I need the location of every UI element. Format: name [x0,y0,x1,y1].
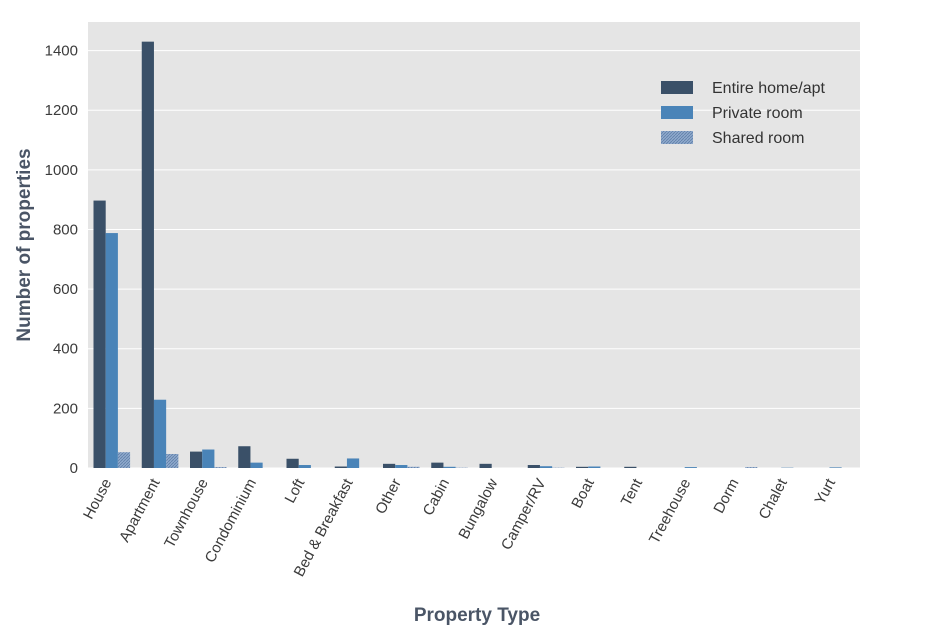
legend: Entire home/apt Private room Shared room [661,80,826,147]
bar-entire-home-apt-camper-rv [527,465,540,468]
bar-private-room-townhouse [202,449,215,468]
bar-private-room-other [395,465,408,468]
bar-entire-home-apt-cabin [431,462,444,468]
legend-label: Shared room [712,130,805,147]
y-tick-label: 0 [70,460,78,477]
legend-swatch [661,131,693,144]
x-axis-title: Property Type [414,605,540,626]
legend-swatch [661,106,693,119]
x-tick-label: Condominium [202,476,260,566]
bar-entire-home-apt-loft [286,458,299,468]
x-tick-label: Other [372,476,405,517]
y-tick-label: 800 [53,221,78,238]
x-tick-label: Dorm [710,476,742,516]
bar-shared-room-townhouse [214,467,227,468]
x-tick-label: Camper/RV [498,476,550,553]
bar-entire-home-apt-tent [624,466,637,468]
x-tick-label: House [80,476,115,522]
y-tick-label: 400 [53,341,78,358]
bar-private-room-house [105,233,118,468]
x-tick-label: Loft [282,475,309,506]
bar-private-room-camper-rv [539,466,553,468]
bar-private-room-cabin [443,466,456,468]
bar-entire-home-apt-bed-breakfast [334,466,347,468]
x-tick-label: Tent [618,475,647,509]
bar-entire-home-apt-condominium [238,446,251,468]
bar-private-room-yurt [829,467,842,468]
x-tick-label: Treehouse [646,476,694,547]
bar-entire-home-apt-apartment [141,41,154,469]
y-tick-label: 200 [53,400,78,417]
bar-shared-room-other [407,466,420,468]
y-axis-ticks: 0 200 400 600 800 1000 1200 1400 [45,43,78,477]
bar-entire-home-apt-house [93,200,106,468]
x-tick-label: Bungalow [455,476,501,542]
x-tick-label: Chalet [755,475,791,522]
y-tick-label: 1000 [45,162,78,179]
bar-private-room-bed-breakfast [346,458,360,468]
legend-swatch [661,81,693,94]
bar-private-room-condominium [250,462,263,468]
bar-shared-room-apartment [166,453,179,468]
bar-shared-room-house [117,452,131,468]
y-tick-label: 1200 [45,102,78,119]
y-tick-label: 600 [53,281,78,298]
x-tick-label: Yurt [812,475,840,507]
x-tick-label: Townhouse [161,476,212,551]
bar-entire-home-apt-townhouse [190,451,203,468]
legend-label: Entire home/apt [712,80,826,97]
bar-private-room-boat [588,466,601,468]
bar-entire-home-apt-other [383,463,396,468]
x-tick-label: Boat [568,475,598,511]
bar-entire-home-apt-boat [576,466,589,468]
bar-private-room-apartment [153,399,167,468]
bars [93,41,842,469]
plot-area [88,22,860,468]
x-tick-label: Cabin [420,476,453,519]
bar-private-room-loft [298,465,311,468]
y-tick-label: 1400 [45,43,78,60]
legend-label: Private room [712,105,803,122]
x-tick-label: Apartment [116,475,164,545]
bar-entire-home-apt-bungalow [479,463,492,468]
bar-private-room-treehouse [684,467,697,468]
y-axis-title: Number of properties [14,148,35,341]
bar-shared-room-dorm [745,467,758,468]
